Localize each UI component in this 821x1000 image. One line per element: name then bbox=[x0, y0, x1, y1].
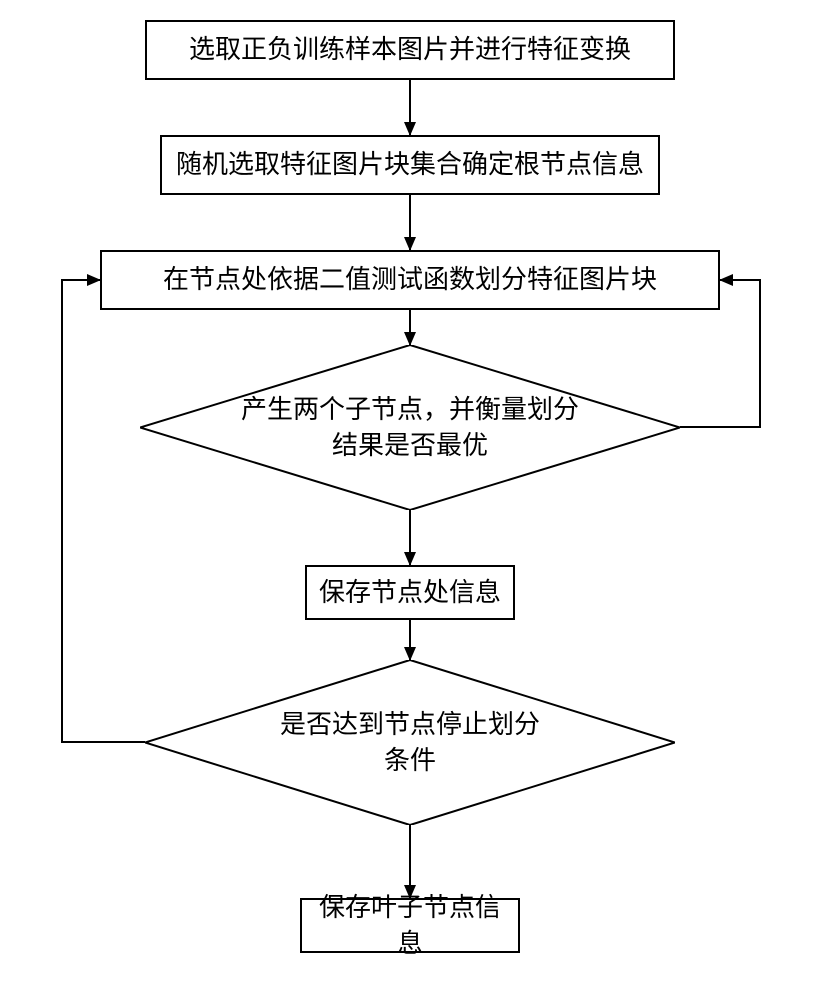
node-split-by-binary-test: 在节点处依据二值测试函数划分特征图片块 bbox=[100, 250, 720, 310]
node-select-samples: 选取正负训练样本图片并进行特征变换 bbox=[145, 20, 675, 80]
node-label: 保存节点处信息 bbox=[319, 575, 501, 610]
node-label: 随机选取特征图片块集合确定根节点信息 bbox=[176, 147, 644, 182]
node-label: 选取正负训练样本图片并进行特征变换 bbox=[189, 32, 631, 67]
node-label: 保存叶子节点信息 bbox=[312, 890, 508, 960]
node-random-patch-root: 随机选取特征图片块集合确定根节点信息 bbox=[160, 135, 660, 195]
edge-d2-loop-left bbox=[62, 280, 145, 742]
node-label: 是否达到节点停止划分 条件 bbox=[280, 707, 540, 777]
node-label: 产生两个子节点，并衡量划分 结果是否最优 bbox=[241, 392, 579, 462]
node-save-leaf-info: 保存叶子节点信息 bbox=[300, 898, 520, 953]
node-label: 在节点处依据二值测试函数划分特征图片块 bbox=[163, 262, 657, 297]
node-save-node-info: 保存节点处信息 bbox=[305, 565, 515, 620]
decision-stop-condition: 是否达到节点停止划分 条件 bbox=[145, 660, 675, 825]
decision-evaluate-split: 产生两个子节点，并衡量划分 结果是否最优 bbox=[140, 345, 680, 510]
flowchart-canvas: 选取正负训练样本图片并进行特征变换 随机选取特征图片块集合确定根节点信息 在节点… bbox=[0, 0, 821, 1000]
